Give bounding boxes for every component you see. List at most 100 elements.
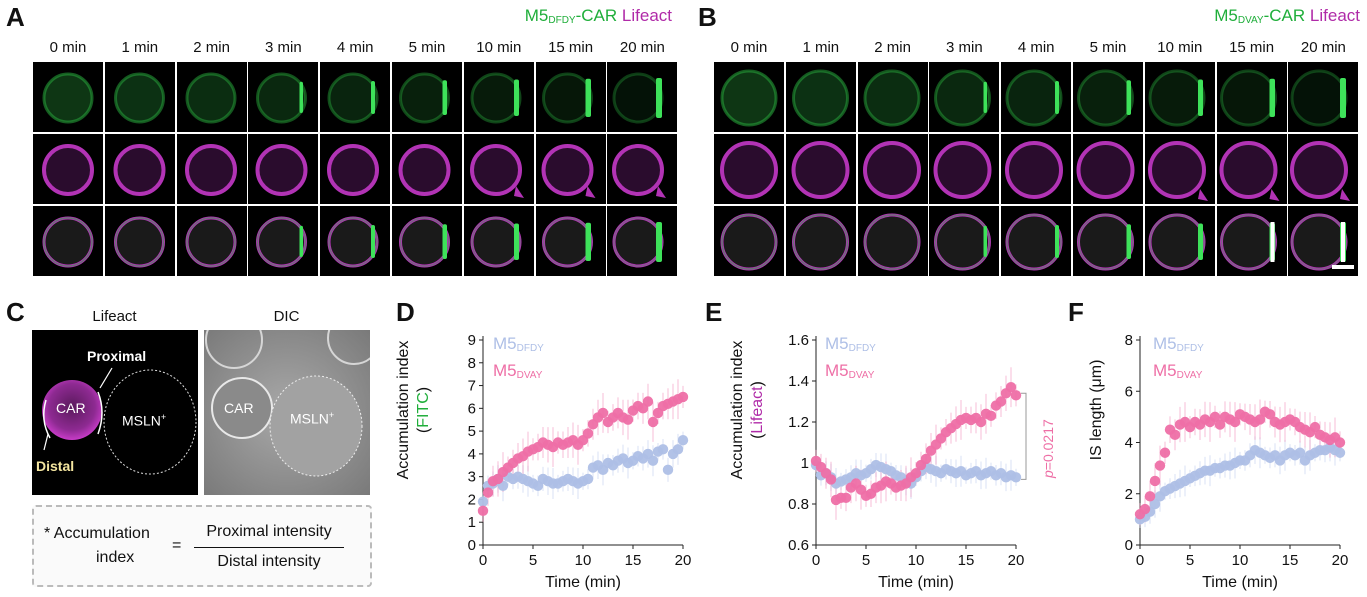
data-point (1010, 390, 1022, 401)
x-tick-label: 0 (812, 552, 820, 569)
x-tick-label: 5 (862, 552, 870, 569)
panelA-tile-green (535, 62, 606, 132)
panel-a-letter: A (6, 2, 25, 32)
legend-d-dvay-sub: DVAY (516, 370, 543, 381)
panel-a-title-lifeact: Lifeact (621, 6, 672, 25)
formula-box: * Accumulation index = Proximal intensit… (32, 505, 372, 587)
y-tick-label: 0.8 (788, 496, 809, 513)
panelA-time-label: 15 min (548, 39, 594, 56)
panelA-tile-magenta (463, 134, 534, 204)
data-point (677, 435, 689, 446)
data-point (1309, 421, 1321, 433)
panelB-tile-green (714, 62, 784, 132)
data-point (985, 410, 997, 422)
data-point (1154, 460, 1166, 471)
data-point (1149, 475, 1161, 487)
panelB-tile-green (857, 62, 928, 132)
panel-a-title: M5DFDY-CAR Lifeact (430, 6, 672, 26)
x-tick-label: 10 (575, 552, 592, 569)
data-point (1334, 447, 1346, 458)
distal-outline (43, 399, 51, 439)
distal-label: Distal (36, 458, 75, 474)
data-point (662, 464, 674, 476)
y-tick-label: 9 (468, 332, 476, 349)
panelB-tile-green (929, 62, 1000, 132)
panelA-tile-merge (33, 206, 103, 276)
x-tick-label: 15 (958, 552, 975, 569)
msln-outline (103, 369, 197, 475)
panelB-time-label: 1 min (802, 39, 840, 56)
data-point (1334, 437, 1346, 448)
msln-label-text: MSLN (122, 412, 161, 429)
y-tick-label: 5 (468, 423, 476, 440)
x-tick-label: 20 (1332, 552, 1349, 569)
panel-c-lifeact-label: Lifeact (92, 308, 137, 325)
scale-bar (1332, 265, 1354, 269)
y-tick-label: 7 (468, 378, 476, 395)
dic-msln-label: MSLN+ (290, 410, 334, 427)
dic-image: CAR MSLN+ (204, 330, 370, 495)
legend-e-dfdy-sub: DFDY (848, 343, 876, 354)
panelA-time-label: 4 min (336, 39, 374, 56)
data-point (622, 414, 634, 425)
data-point (1169, 429, 1181, 441)
panelB-tile-magenta (1144, 134, 1215, 204)
formula-equals: = (172, 537, 182, 554)
panelA-tile-green (33, 62, 103, 132)
panel-d-ylabel-open: ( (415, 427, 432, 434)
data-point (1010, 472, 1022, 483)
chart-e: 0.6 0.8 1 1.2 1.4 1.6 0 5 10 15 20 Time (min) (788, 332, 1027, 591)
panelA-time-label: 3 min (265, 39, 302, 56)
panelA-tile-green (104, 62, 175, 132)
panelB-time-label: 3 min (946, 39, 983, 56)
panelA-tile-merge (607, 206, 678, 276)
legend-d-dfdy: M5DFDY (493, 333, 544, 360)
legend-f-dfdy-prefix: M5 (1153, 334, 1177, 353)
car-cell-shape (42, 380, 102, 440)
panelB-tile-magenta (1073, 134, 1143, 204)
panelB-tile-merge (1144, 206, 1215, 276)
legend-e-dvay-prefix: M5 (825, 361, 849, 380)
x-tick-label: 15 (1282, 552, 1299, 569)
pvalue-number: =0.0217 (1040, 419, 1056, 471)
panelA-tile-merge (392, 206, 462, 276)
panelB-time-label: 2 min (874, 39, 911, 56)
panelA-tile-merge (248, 206, 319, 276)
data-point (647, 416, 659, 428)
data-point (482, 487, 494, 498)
chart-f: 0 2 4 6 8 0 5 10 15 20 Time (min) (1125, 332, 1349, 591)
data-point (672, 444, 684, 455)
panelB-tile-green (1288, 62, 1359, 132)
panelB-tile-magenta (785, 134, 856, 204)
panel-d-letter: D (396, 297, 415, 327)
x-tick-label: 20 (1008, 552, 1025, 569)
x-tick-label: 5 (529, 552, 537, 569)
panel-d-ylabel-1: Accumulation index (395, 340, 412, 480)
panelB-tile-magenta (857, 134, 928, 204)
panelB-tile-merge (1288, 206, 1359, 276)
legend-f-dvay-prefix: M5 (1153, 361, 1177, 380)
data-point (910, 468, 922, 479)
panelB-tile-green (1216, 62, 1287, 132)
panelB-tile-magenta (1288, 134, 1359, 204)
formula-fraction-line (194, 547, 344, 548)
panelB-tile-merge (929, 206, 1000, 276)
panelA-tile-magenta (607, 134, 678, 204)
panel-e-pvalue: p=0.0217 (1040, 419, 1056, 478)
dic-car-cell (211, 377, 273, 439)
panelB-time-label: 5 min (1089, 39, 1127, 56)
y-tick-label: 1.2 (788, 414, 809, 431)
panelB-tile-magenta (929, 134, 1000, 204)
data-point (642, 396, 654, 407)
y-tick-label: 2 (1125, 486, 1133, 503)
formula-numerator: Proximal intensity (206, 523, 332, 540)
legend-f-dfdy: M5DFDY (1153, 333, 1204, 360)
data-point (1144, 491, 1156, 502)
panelA-tile-green (176, 62, 247, 132)
panelA-tile-green (248, 62, 319, 132)
legend-f-dvay: M5DVAY (1153, 360, 1204, 387)
panelA-tile-magenta (392, 134, 462, 204)
panelB-tile-green (785, 62, 856, 132)
lifeact-image-svg (42, 367, 197, 475)
panelA-time-label: 2 min (193, 39, 230, 56)
